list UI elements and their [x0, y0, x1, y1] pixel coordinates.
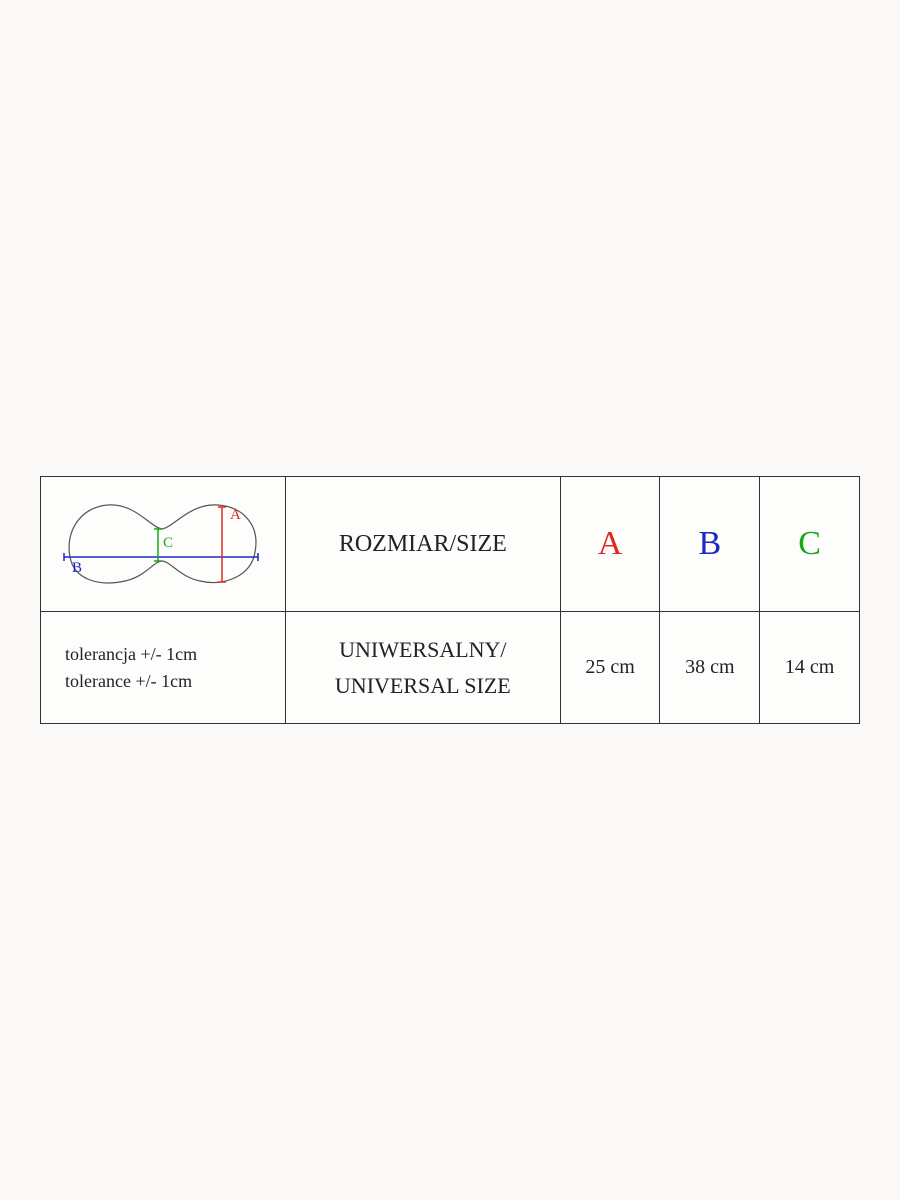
- row-label-cell: UNIWERSALNY/ UNIVERSAL SIZE: [285, 612, 560, 723]
- dimension-label-a: A: [230, 507, 241, 523]
- data-row: tolerancja +/- 1cm tolerance +/- 1cm UNI…: [41, 612, 860, 723]
- dimension-label-c: C: [163, 535, 173, 551]
- size-table: B A C ROZMIAR/SIZE A B: [40, 476, 860, 723]
- pillow-diagram: B A C: [50, 487, 275, 602]
- size-chart-container: B A C ROZMIAR/SIZE A B: [40, 476, 860, 723]
- col-letter-a: A: [598, 525, 623, 562]
- header-row: B A C ROZMIAR/SIZE A B: [41, 477, 860, 612]
- value-b: 38 cm: [660, 612, 760, 723]
- header-col-b: B: [660, 477, 760, 612]
- col-letter-c: C: [798, 525, 821, 562]
- value-c: 14 cm: [760, 612, 860, 723]
- value-a: 25 cm: [560, 612, 660, 723]
- header-col-a: A: [560, 477, 660, 612]
- diagram-cell: B A C: [41, 477, 286, 612]
- header-size-label: ROZMIAR/SIZE: [285, 477, 560, 612]
- col-letter-b: B: [698, 525, 721, 562]
- tolerance-line-1: tolerancja +/- 1cm: [65, 641, 261, 668]
- header-col-c: C: [760, 477, 860, 612]
- dimension-label-b: B: [72, 560, 82, 576]
- row-label-line-2: UNIVERSAL SIZE: [296, 668, 550, 703]
- tolerance-line-2: tolerance +/- 1cm: [65, 668, 261, 695]
- row-label-line-1: UNIWERSALNY/: [296, 632, 550, 667]
- tolerance-cell: tolerancja +/- 1cm tolerance +/- 1cm: [41, 612, 286, 723]
